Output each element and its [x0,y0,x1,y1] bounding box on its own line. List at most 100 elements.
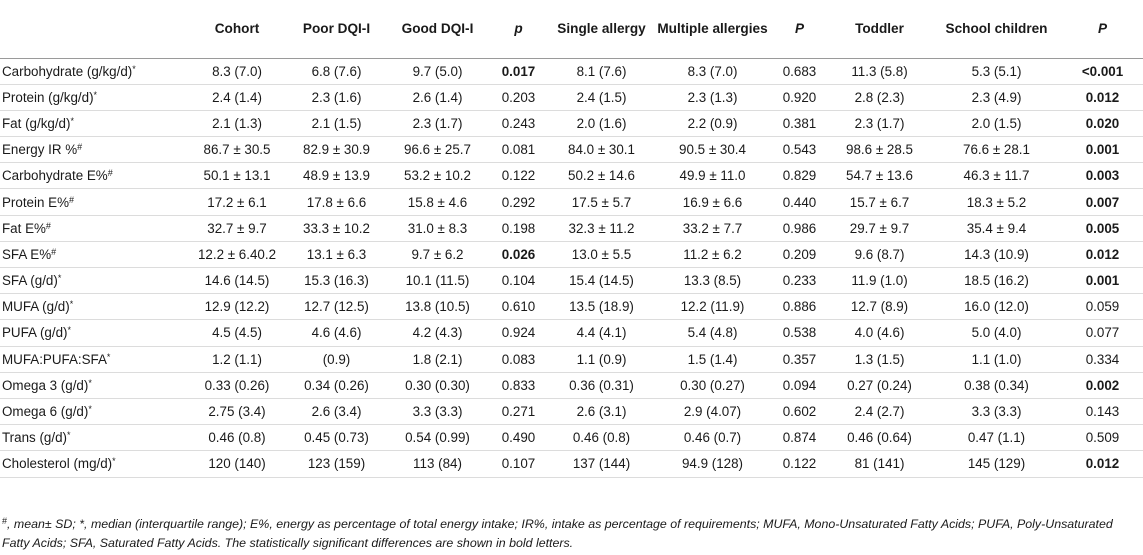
cell-p3: 0.012 [1085,246,1120,262]
cell-poor: 82.9 ± 30.9 [303,142,370,158]
row-label: Carbohydrate E%# [2,168,113,184]
footnote-marker: * [67,325,72,336]
cell-p2: 0.683 [782,63,817,79]
cell-p3: 0.005 [1085,220,1120,236]
cell-cohort: 2.75 (3.4) [208,404,266,420]
cell-good: 31.0 ± 8.3 [407,220,468,236]
cell-single: 13.5 (18.9) [569,299,634,315]
cell-p3: 0.002 [1085,377,1120,393]
cell-toddler: 81 (141) [854,456,905,472]
cell-multiple: 49.9 ± 11.0 [679,168,746,184]
cell-single: 2.6 (3.1) [576,404,627,420]
row-label: PUFA (g/d)* [2,325,72,341]
cell-cohort: 14.6 (14.5) [204,273,270,289]
cell-good: 10.1 (11.5) [405,273,470,289]
cell-cohort: 17.2 ± 6.1 [207,194,267,210]
row-label: Omega 3 (g/d)* [2,377,92,393]
cell-good: 2.6 (1.4) [412,89,463,105]
cell-cohort: 0.46 (0.8) [208,430,266,446]
cell-single: 84.0 ± 30.1 [568,142,635,158]
footnote-mark: # [2,516,8,526]
cell-p1: 0.104 [501,273,536,289]
cell-p1: 0.610 [501,299,536,315]
header-cohort: Cohort [214,21,260,37]
cell-cohort: 120 (140) [208,456,266,472]
cell-poor: 2.6 (3.4) [311,404,362,420]
footnote-marker: # [77,142,83,153]
header-stub [0,0,188,58]
table-row: Protein E%# 17.2 ± 6.1 17.8 ± 6.6 15.8 ± 4.… [0,189,1143,216]
row-label: Energy IR %# [2,142,83,158]
cell-p1: 0.083 [501,351,536,367]
cell-multiple: 2.3 (1.3) [687,89,738,105]
cell-p2: 0.920 [782,89,817,105]
cell-p2: 0.829 [782,168,817,184]
cell-single: 50.2 ± 14.6 [568,168,635,184]
table-row: Omega 6 (g/d)* 2.75 (3.4) 2.6 (3.4) 3.3 (3.… [0,398,1143,425]
cell-toddler: 15.7 ± 6.7 [849,194,910,210]
cell-p3: 0.001 [1085,142,1120,158]
row-label: Fat (g/kg/d)* [2,115,74,131]
cell-good: 1.8 (2.1) [412,351,463,367]
cell-p1: 0.017 [501,63,536,79]
cell-school: 5.0 (4.0) [971,325,1022,341]
cell-cohort: 2.1 (1.3) [212,115,262,131]
cell-single: 8.1 (7.6) [576,63,627,79]
table-row: SFA E%# 12.2 ± 6.40.2 13.1 ± 6.3 9.7 ± 6.2 0… [0,241,1143,268]
cell-multiple: 8.3 (7.0) [687,63,738,79]
cell-p2: 0.543 [782,142,817,158]
cell-good: 0.54 (0.99) [405,430,470,446]
footnote-marker: * [69,299,74,310]
cell-school: 2.0 (1.5) [971,115,1022,131]
footnote-text: , mean± SD; *, median (interquartile ran… [2,517,1113,550]
cell-toddler: 98.6 ± 28.5 [846,142,913,158]
table-row: Carbohydrate (g/kg/d)* 8.3 (7.0) 6.8 (7.6)… [0,58,1143,85]
cell-multiple: 33.2 ± 7.7 [682,220,743,236]
cell-good: 3.3 (3.3) [412,404,463,420]
cell-p1: 0.122 [501,168,536,184]
footnote-marker: * [106,351,111,362]
table-footnote: #, mean± SD; *, median (interquartile ra… [2,515,1137,553]
cell-p3: 0.077 [1085,325,1120,341]
cell-poor: 15.3 (16.3) [304,273,369,289]
table-row: Omega 3 (g/d)* 0.33 (0.26) 0.34 (0.26) 0.30… [0,372,1143,399]
cell-poor: 0.45 (0.73) [304,430,369,446]
cell-school: 18.5 (16.2) [964,273,1029,289]
cell-p3: 0.334 [1085,351,1120,367]
table-row: SFA (g/d)* 14.6 (14.5) 15.3 (16.3) 10.1 (11… [0,268,1143,294]
cell-p1: 0.243 [501,115,536,131]
cell-school: 2.3 (4.9) [971,89,1022,105]
header-row: Cohort Poor DQI-I Good DQI-I p Single al… [0,0,1143,58]
cell-p3: 0.509 [1085,430,1120,446]
table-row: Trans (g/d)* 0.46 (0.8) 0.45 (0.73) 0.54 (0… [0,425,1143,451]
cell-multiple: 94.9 (128) [681,456,744,472]
cell-school: 14.3 (10.9) [964,246,1029,262]
cell-school: 18.3 ± 5.2 [966,194,1027,210]
cell-toddler: 1.3 (1.5) [854,351,905,367]
cell-poor: 2.1 (1.5) [311,115,362,131]
row-label: Trans (g/d)* [2,430,71,446]
cell-single: 15.4 (14.5) [569,273,634,289]
cell-cohort: 50.1 ± 13.1 [203,168,271,184]
cell-multiple: 90.5 ± 30.4 [679,142,746,158]
cell-poor: 2.3 (1.6) [311,89,362,105]
table-row: PUFA (g/d)* 4.5 (4.5) 4.6 (4.6) 4.2 (4.3) 0.… [0,320,1143,347]
cell-cohort: 8.3 (7.0) [212,63,262,79]
cell-poor: 12.7 (12.5) [304,299,369,315]
cell-single: 13.0 ± 5.5 [571,246,632,262]
header-school-children: School children [945,21,1048,37]
row-label: Carbohydrate (g/kg/d)* [2,63,136,79]
cell-single: 2.4 (1.5) [576,89,627,105]
cell-good: 9.7 (5.0) [412,63,463,79]
table-row: Fat (g/kg/d)* 2.1 (1.3) 2.1 (1.5) 2.3 (1.7)… [0,110,1143,137]
footnote-marker: * [88,404,92,415]
cell-p3: 0.020 [1085,115,1120,131]
cell-p3: 0.012 [1085,89,1120,105]
footnote-marker: # [107,168,113,179]
cell-p2: 0.381 [782,115,817,131]
cell-school: 16.0 (12.0) [964,299,1029,315]
cell-cohort: 12.2 ± 6.40.2 [197,246,277,262]
nutrient-intake-table: Cohort Poor DQI-I Good DQI-I p Single al… [0,0,1143,477]
cell-p2: 0.233 [782,273,817,289]
